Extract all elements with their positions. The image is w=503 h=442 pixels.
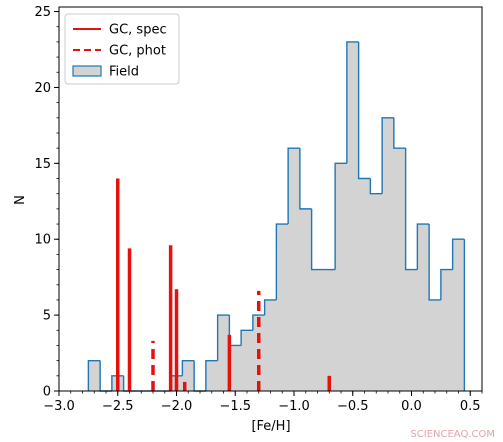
field-bin bbox=[381, 117, 394, 194]
x-tick-label: −1.5 bbox=[219, 399, 251, 414]
field-bin bbox=[287, 147, 300, 225]
field-bin bbox=[275, 223, 289, 300]
x-tick-label: 0.5 bbox=[460, 399, 481, 414]
legend-label: Field bbox=[109, 65, 139, 80]
y-tick-label: 0 bbox=[43, 385, 51, 400]
field-bin bbox=[99, 360, 112, 392]
field-bin bbox=[404, 148, 418, 271]
watermark: SCIENCEAQ.COM bbox=[410, 429, 495, 440]
field-bin bbox=[416, 223, 430, 270]
field-bin bbox=[228, 315, 242, 347]
field-bin bbox=[310, 208, 324, 271]
x-tick-label: −2.5 bbox=[102, 399, 134, 414]
field-bin bbox=[193, 360, 206, 392]
field-bin bbox=[240, 329, 253, 346]
y-tick-label: 10 bbox=[34, 233, 51, 248]
x-axis-label: [Fe/H] bbox=[251, 419, 290, 434]
x-tick-label: −0.5 bbox=[337, 399, 369, 414]
field-histogram-fill bbox=[88, 41, 465, 392]
field-bin bbox=[440, 268, 453, 300]
field-bin bbox=[346, 41, 359, 164]
y-tick-label: 25 bbox=[34, 5, 51, 20]
legend-swatch-field bbox=[72, 65, 102, 77]
field-bin bbox=[334, 162, 347, 270]
y-tick-label: 5 bbox=[43, 309, 51, 324]
y-axis-label: N bbox=[13, 195, 28, 205]
legend: GC, spec GC, phot Field bbox=[64, 13, 180, 85]
field-bin bbox=[393, 117, 406, 149]
legend-label: GC, spec bbox=[109, 23, 167, 38]
field-bin bbox=[111, 375, 124, 391]
field-bin bbox=[428, 224, 441, 301]
y-tick-label: 20 bbox=[34, 81, 51, 96]
field-bin bbox=[451, 238, 465, 270]
field-bin bbox=[357, 41, 371, 180]
y-tick-label: 15 bbox=[34, 157, 51, 172]
field-bin bbox=[299, 148, 312, 210]
field-bin bbox=[369, 178, 383, 195]
field-bin bbox=[263, 299, 277, 316]
field-bin bbox=[252, 314, 265, 331]
field-bin bbox=[205, 359, 218, 391]
field-bin bbox=[216, 314, 230, 361]
x-tick-label: 0.0 bbox=[401, 399, 422, 414]
x-tick-label: −1.0 bbox=[278, 399, 310, 414]
legend-label: GC, phot bbox=[109, 44, 166, 59]
field-bin bbox=[87, 359, 101, 391]
x-tick-label: −2.0 bbox=[161, 399, 193, 414]
x-tick-label: −3.0 bbox=[43, 399, 75, 414]
field-bin bbox=[181, 359, 195, 376]
